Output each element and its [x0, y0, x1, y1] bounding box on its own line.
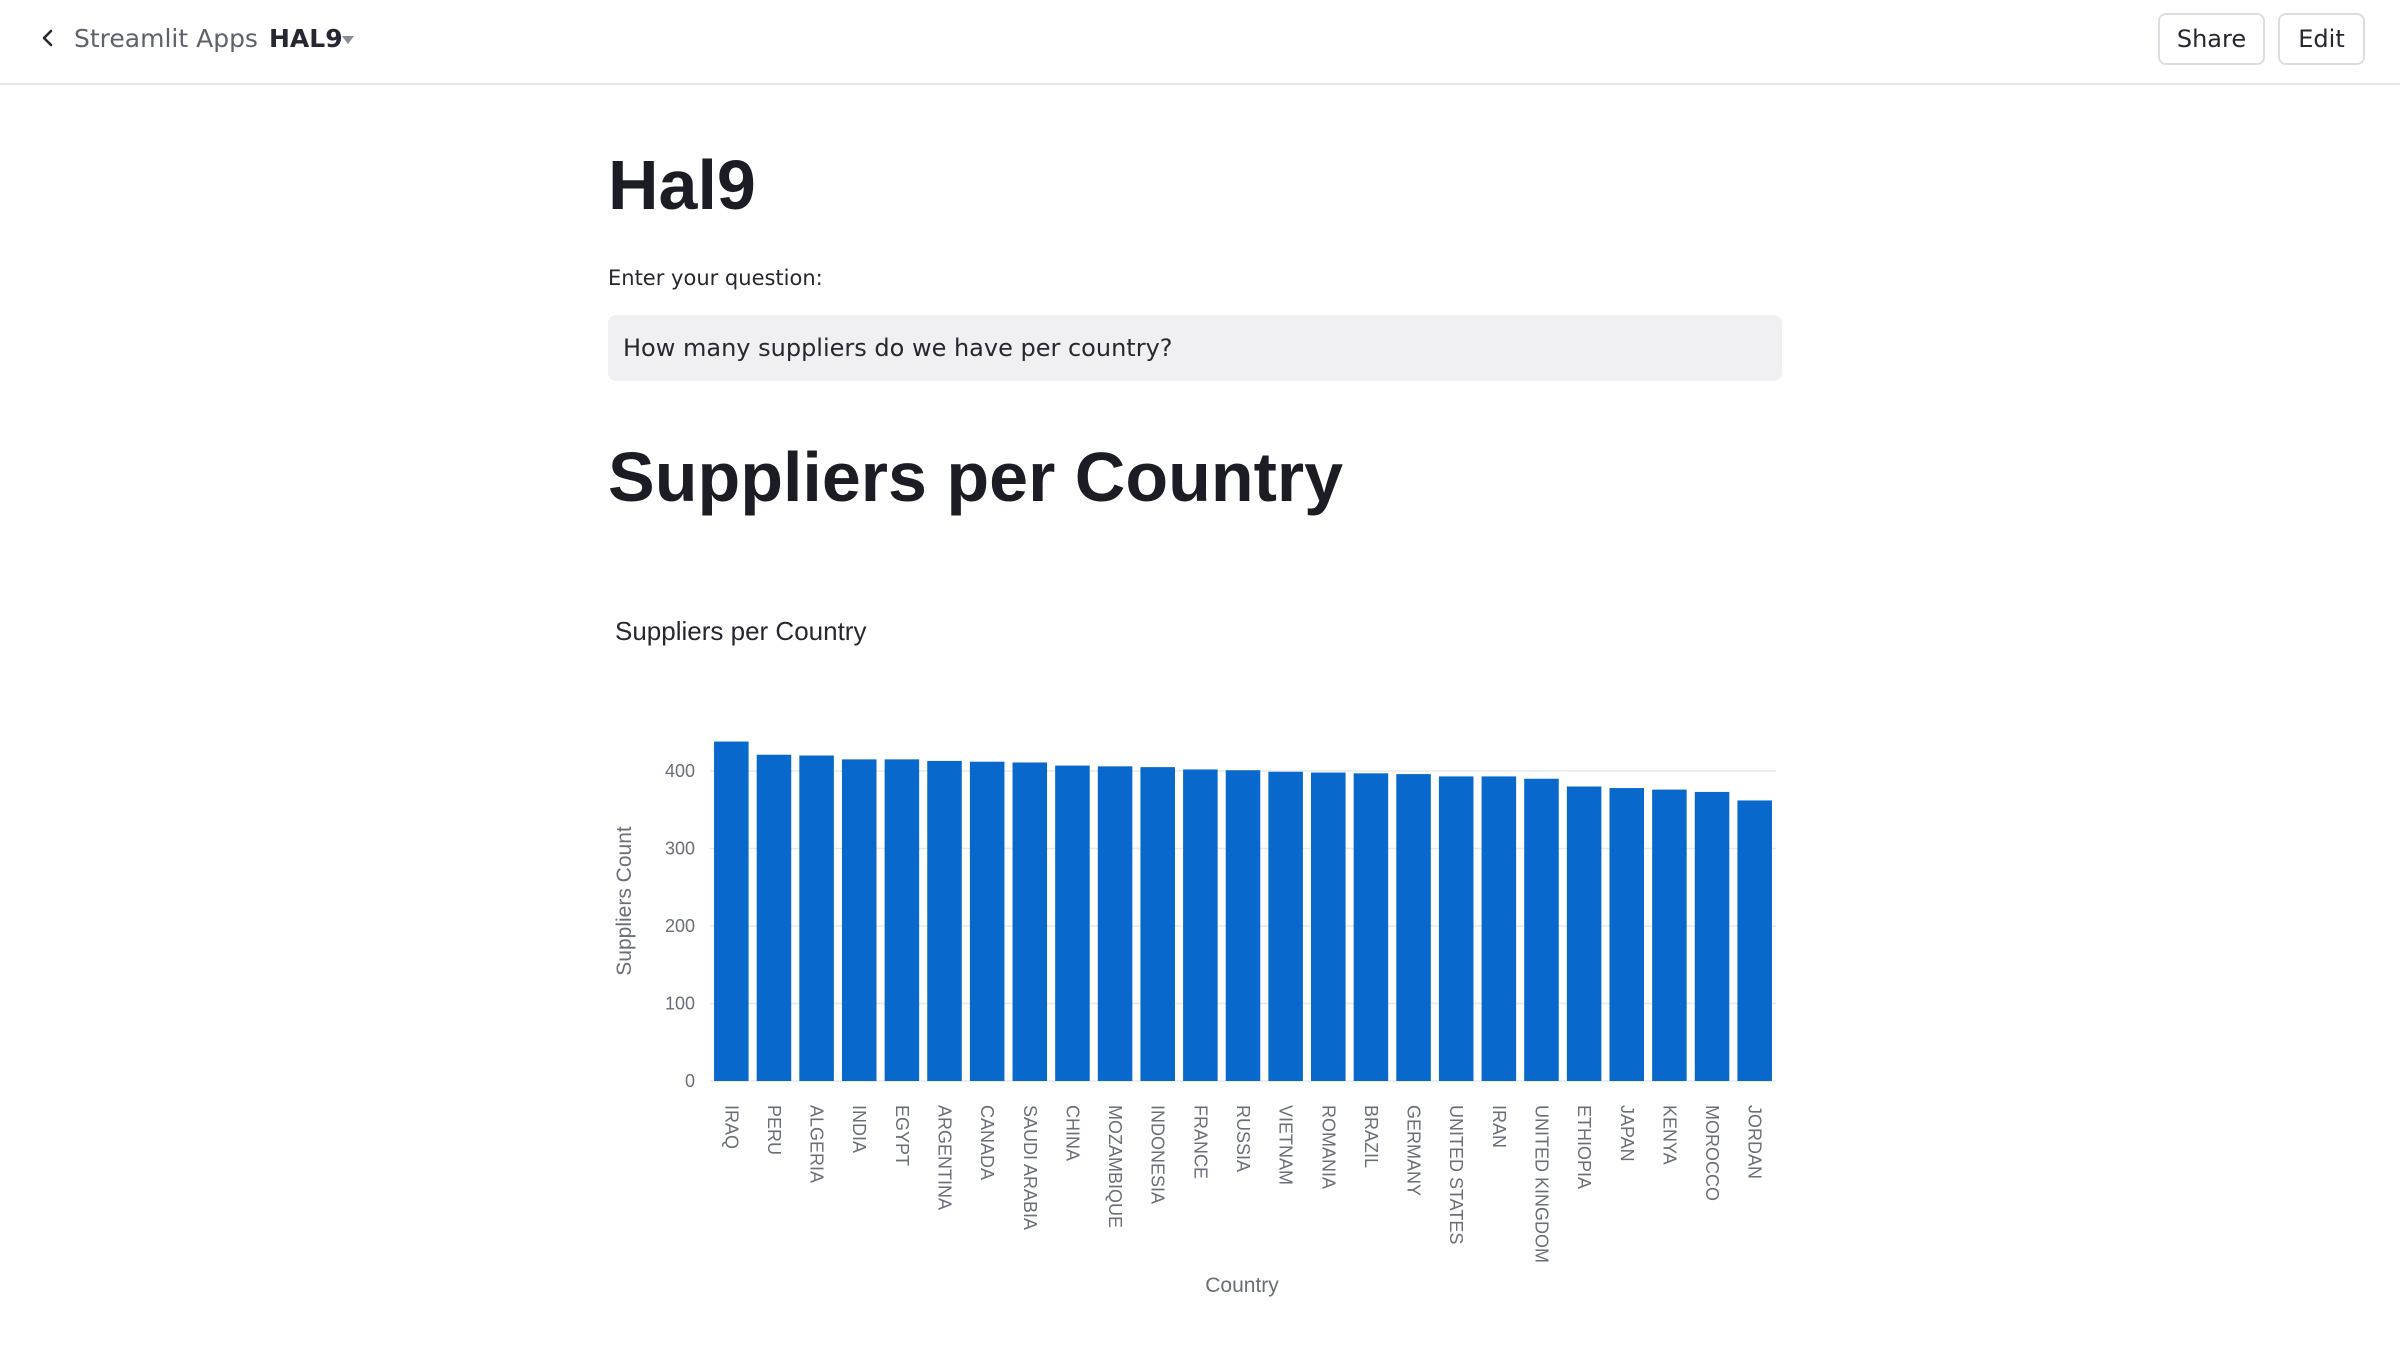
x-tick-label: EGYPT: [892, 1105, 912, 1166]
bar-peru[interactable]: [756, 754, 792, 1081]
bar-iraq[interactable]: [714, 741, 749, 1081]
bar-russia[interactable]: [1225, 770, 1261, 1081]
bar-egypt[interactable]: [884, 759, 920, 1081]
app-name[interactable]: HAL9: [269, 24, 343, 53]
x-tick-label: ALGERIA: [807, 1105, 827, 1183]
x-tick-label: UNITED KINGDOM: [1531, 1105, 1551, 1263]
y-axis-label: Suppliers Count: [613, 826, 636, 976]
bar-romania[interactable]: [1311, 772, 1346, 1081]
caret-down-icon[interactable]: [340, 34, 356, 46]
bar-algeria[interactable]: [799, 755, 834, 1082]
bar-canada[interactable]: [969, 761, 1005, 1081]
bar-ethiopia[interactable]: [1566, 786, 1602, 1082]
bar-france[interactable]: [1183, 769, 1218, 1081]
edit-button[interactable]: Edit: [2278, 13, 2365, 65]
bar-jordan[interactable]: [1737, 800, 1772, 1081]
x-tick-label: PERU: [764, 1105, 784, 1155]
x-tick-label: INDONESIA: [1148, 1105, 1168, 1204]
bar-brazil[interactable]: [1353, 773, 1389, 1081]
top-bar: Streamlit Apps HAL9 Share Edit: [0, 0, 2400, 85]
bar-saudi-arabia[interactable]: [1012, 762, 1048, 1081]
bar-indonesia[interactable]: [1140, 767, 1175, 1081]
x-tick-label: KENYA: [1659, 1105, 1679, 1165]
x-tick-label: VIETNAM: [1276, 1105, 1296, 1185]
x-tick-label: ARGENTINA: [935, 1105, 955, 1210]
bar-japan[interactable]: [1609, 788, 1645, 1081]
x-tick-label: JAPAN: [1617, 1105, 1637, 1162]
question-label: Enter your question:: [608, 266, 823, 290]
y-tick-label: 100: [665, 994, 695, 1014]
page-title: Hal9: [608, 146, 756, 224]
chart-title: Suppliers per Country: [615, 616, 866, 646]
bar-united-kingdom[interactable]: [1524, 778, 1559, 1081]
x-tick-label: MOROCCO: [1702, 1105, 1722, 1201]
streamlit-apps-link[interactable]: Streamlit Apps: [74, 24, 258, 53]
bar-united-states[interactable]: [1438, 776, 1474, 1081]
bar-argentina[interactable]: [927, 760, 962, 1081]
y-tick-label: 300: [665, 839, 695, 859]
y-tick-label: 0: [685, 1071, 695, 1091]
x-tick-label: CANADA: [977, 1105, 997, 1180]
section-title: Suppliers per Country: [608, 438, 1344, 516]
x-tick-label: CHINA: [1062, 1105, 1082, 1161]
bar-vietnam[interactable]: [1268, 771, 1303, 1081]
x-tick-label: ETHIOPIA: [1574, 1105, 1594, 1189]
bar-kenya[interactable]: [1652, 789, 1687, 1081]
x-tick-label: IRAN: [1489, 1105, 1509, 1148]
x-tick-label: BRAZIL: [1361, 1105, 1381, 1168]
x-axis-label: Country: [1205, 1274, 1279, 1297]
x-tick-label: UNITED STATES: [1446, 1105, 1466, 1244]
x-tick-label: INDIA: [849, 1105, 869, 1153]
x-tick-label: IRAQ: [721, 1105, 741, 1149]
bar-iran[interactable]: [1481, 776, 1517, 1081]
bar-china[interactable]: [1055, 765, 1090, 1081]
y-tick-label: 200: [665, 916, 695, 936]
x-tick-label: GERMANY: [1404, 1105, 1424, 1196]
y-tick-label: 400: [665, 761, 695, 781]
bar-morocco[interactable]: [1694, 791, 1730, 1081]
bar-india[interactable]: [841, 759, 877, 1081]
question-input[interactable]: [608, 315, 1782, 381]
x-tick-label: MOZAMBIQUE: [1105, 1105, 1125, 1228]
x-tick-label: SAUDI ARABIA: [1020, 1105, 1040, 1230]
x-tick-label: RUSSIA: [1233, 1105, 1253, 1172]
x-tick-label: FRANCE: [1190, 1105, 1210, 1179]
bar-mozambique[interactable]: [1097, 766, 1133, 1081]
x-tick-label: ROMANIA: [1318, 1105, 1338, 1189]
chevron-left-icon[interactable]: [36, 26, 60, 50]
share-button[interactable]: Share: [2158, 13, 2265, 65]
x-tick-label: JORDAN: [1745, 1105, 1765, 1179]
bar-germany[interactable]: [1396, 774, 1431, 1081]
